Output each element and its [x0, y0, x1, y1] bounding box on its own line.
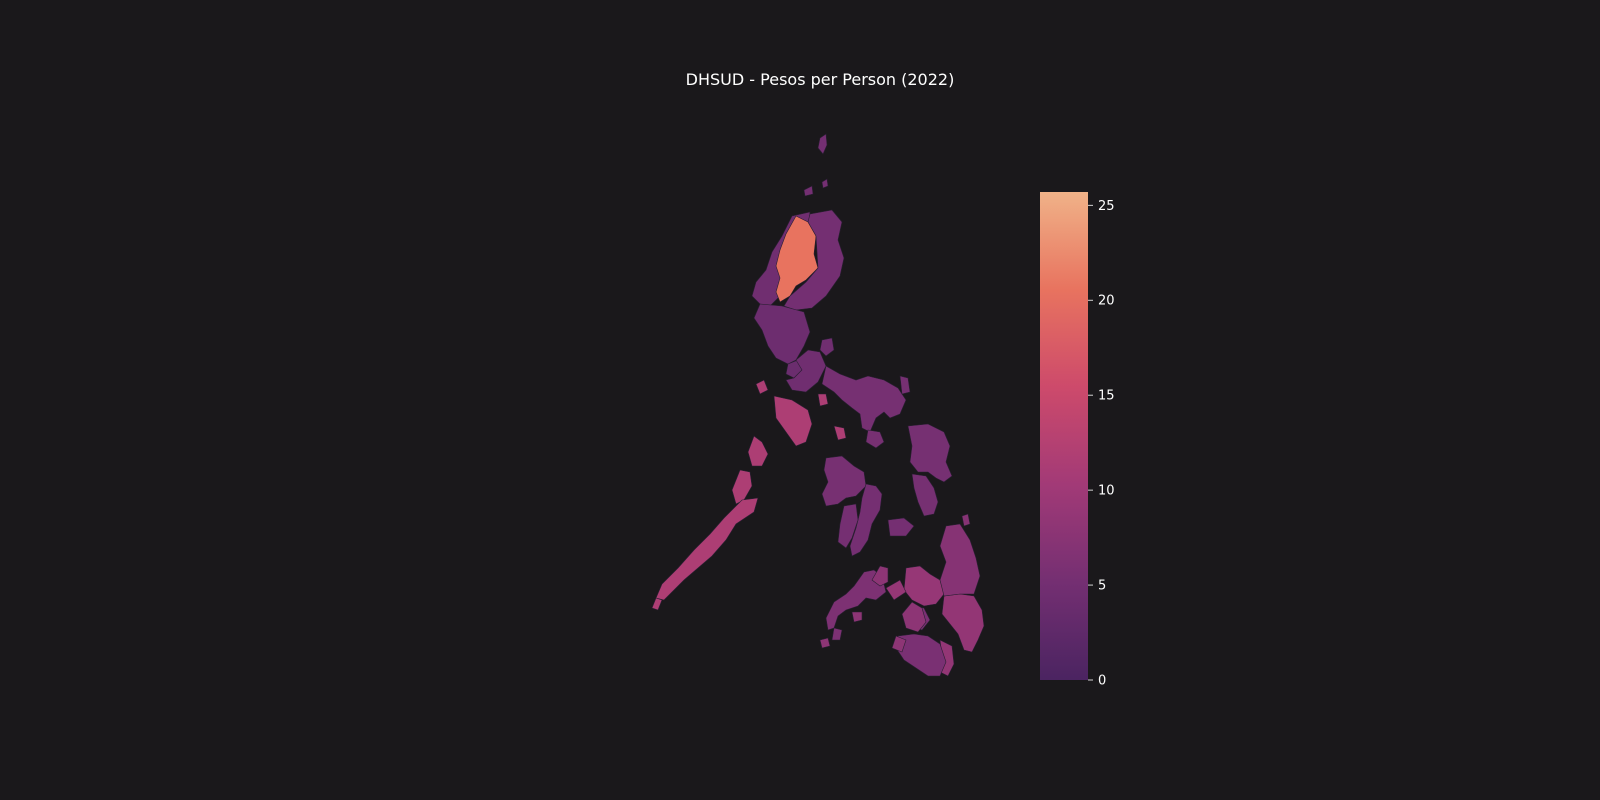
region-cagayan-valley	[783, 133, 845, 311]
region-shape	[817, 393, 829, 407]
region-shape	[837, 503, 859, 549]
region-shape	[753, 303, 811, 365]
colorbar-tick-label: 25	[1098, 199, 1115, 214]
region-shape	[821, 178, 829, 189]
colorbar-tick-label: 10	[1098, 484, 1115, 499]
region-central-visayas	[837, 483, 915, 557]
region-shape	[911, 473, 939, 517]
region-shape	[785, 349, 827, 393]
region-northern-mindanao	[885, 565, 945, 607]
region-central-luzon	[753, 303, 811, 365]
region-shape	[773, 395, 813, 447]
region-shape	[939, 523, 981, 597]
region-shape	[903, 565, 945, 607]
region-davao-region	[939, 593, 985, 677]
region-western-visayas	[821, 429, 885, 507]
region-shape	[851, 611, 863, 623]
colorbar-tick-label: 15	[1098, 389, 1115, 404]
region-shape	[817, 133, 828, 155]
region-shape	[849, 483, 883, 557]
region-shape	[803, 185, 814, 197]
map-title: DHSUD - Pesos per Person (2022)	[685, 70, 955, 89]
regions-layer	[651, 133, 985, 677]
region-shape	[961, 513, 971, 527]
region-barmm	[819, 565, 927, 653]
region-shape	[651, 597, 663, 611]
region-eastern-visayas	[907, 423, 953, 517]
colorbar-tick-label: 0	[1098, 674, 1106, 689]
region-shape	[895, 633, 947, 677]
region-shape	[887, 517, 915, 537]
region-shape	[885, 579, 907, 601]
region-shape	[831, 627, 843, 641]
region-shape	[821, 365, 907, 433]
region-shape	[833, 425, 847, 441]
region-caraga	[939, 513, 981, 597]
region-mimaropa	[651, 379, 847, 611]
region-shape	[941, 593, 985, 653]
region-shape	[871, 565, 889, 587]
region-shape	[655, 497, 759, 601]
region-shape	[819, 337, 835, 357]
region-shape	[821, 455, 867, 507]
region-shape	[747, 435, 769, 467]
region-shape	[899, 375, 911, 395]
colorbar-gradient	[1040, 192, 1088, 680]
region-shape	[755, 379, 769, 395]
region-shape	[901, 601, 927, 633]
colorbar-ticks: 0 5 10 15 20 25	[1088, 199, 1115, 689]
colorbar-tick-label: 20	[1098, 294, 1115, 309]
region-shape	[907, 423, 953, 483]
region-shape	[819, 637, 831, 649]
colorbar-tick-label: 5	[1098, 579, 1106, 594]
region-shape	[783, 209, 845, 311]
region-bicol-region	[821, 365, 911, 433]
colorbar: 0 5 10 15 20 25	[1040, 192, 1115, 689]
region-shape	[891, 635, 907, 653]
region-shape	[865, 429, 885, 449]
region-calabarzon	[785, 337, 835, 393]
